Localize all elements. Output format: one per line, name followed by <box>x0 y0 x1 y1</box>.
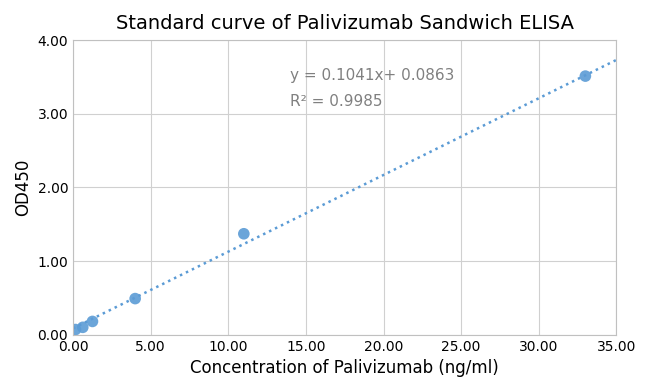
Point <box>239 231 249 237</box>
Point <box>77 324 88 330</box>
X-axis label: Concentration of Palivizumab (ng/ml): Concentration of Palivizumab (ng/ml) <box>190 359 499 377</box>
Title: Standard curve of Palivizumab Sandwich ELISA: Standard curve of Palivizumab Sandwich E… <box>116 14 574 33</box>
Point <box>70 326 81 333</box>
Point <box>580 73 591 79</box>
Text: y = 0.1041x+ 0.0863: y = 0.1041x+ 0.0863 <box>291 68 455 83</box>
Point <box>130 296 140 302</box>
Text: R² = 0.9985: R² = 0.9985 <box>291 94 383 109</box>
Point <box>87 318 98 325</box>
Y-axis label: OD450: OD450 <box>14 159 32 216</box>
